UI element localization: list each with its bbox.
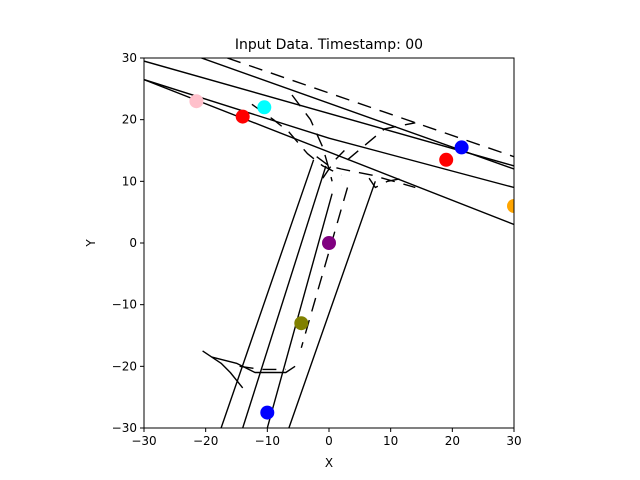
agent-point-2: [257, 100, 272, 115]
plot-content: [144, 58, 514, 428]
agent-point-0: [189, 94, 204, 109]
agent-point-4: [454, 140, 469, 155]
road-line-12: [239, 365, 286, 371]
road-line-13: [251, 103, 342, 176]
agent-point-3: [439, 152, 454, 167]
agent-point-1: [235, 109, 250, 124]
y-tick-label-5: 20: [122, 113, 137, 127]
x-tick-label-5: 20: [445, 434, 460, 448]
y-tick-label-2: −10: [112, 298, 137, 312]
agent-point-7: [294, 316, 309, 331]
y-tick-label-0: −30: [112, 421, 137, 435]
x-axis-ticks: −30 −20 −10 0 10 20 30: [131, 428, 522, 448]
road-line-0: [144, 60, 514, 167]
road-line-16: [347, 122, 416, 161]
chart-title: Input Data. Timestamp: 00: [235, 37, 423, 53]
y-tick-label-6: 30: [122, 51, 137, 65]
y-tick-label-3: 0: [129, 236, 137, 250]
road-line-1: [144, 78, 514, 189]
agent-point-6: [322, 236, 336, 250]
road-line-6: [242, 165, 327, 428]
road-line-4: [227, 58, 514, 158]
y-tick-label-4: 10: [122, 174, 137, 188]
road-line-18: [368, 177, 404, 189]
x-tick-label-1: −20: [193, 434, 218, 448]
road-line-9: [300, 187, 349, 348]
x-tick-label-4: 10: [383, 434, 398, 448]
y-axis-ticks: −30 −20 −10 0 10 20 30: [112, 51, 144, 435]
y-tick-label-1: −20: [112, 359, 137, 373]
road-line-7: [266, 193, 333, 428]
road-line-2: [144, 78, 514, 226]
y-axis-label: Y: [84, 239, 98, 248]
road-line-8: [288, 181, 376, 428]
road-line-5: [220, 159, 315, 428]
agent-point-5: [507, 199, 514, 213]
road-line-11: [211, 356, 296, 374]
x-tick-label-3: 0: [325, 434, 333, 448]
x-tick-label-6: 30: [506, 434, 521, 448]
agent-point-8: [260, 405, 275, 420]
agent-points: [189, 94, 514, 420]
road-lines: [144, 58, 514, 428]
x-tick-label-2: −10: [255, 434, 280, 448]
x-tick-label-0: −30: [131, 434, 156, 448]
road-line-14: [291, 94, 333, 182]
road-line-15: [316, 156, 416, 189]
x-axis-label: X: [325, 456, 333, 470]
road-line-17: [322, 150, 345, 179]
